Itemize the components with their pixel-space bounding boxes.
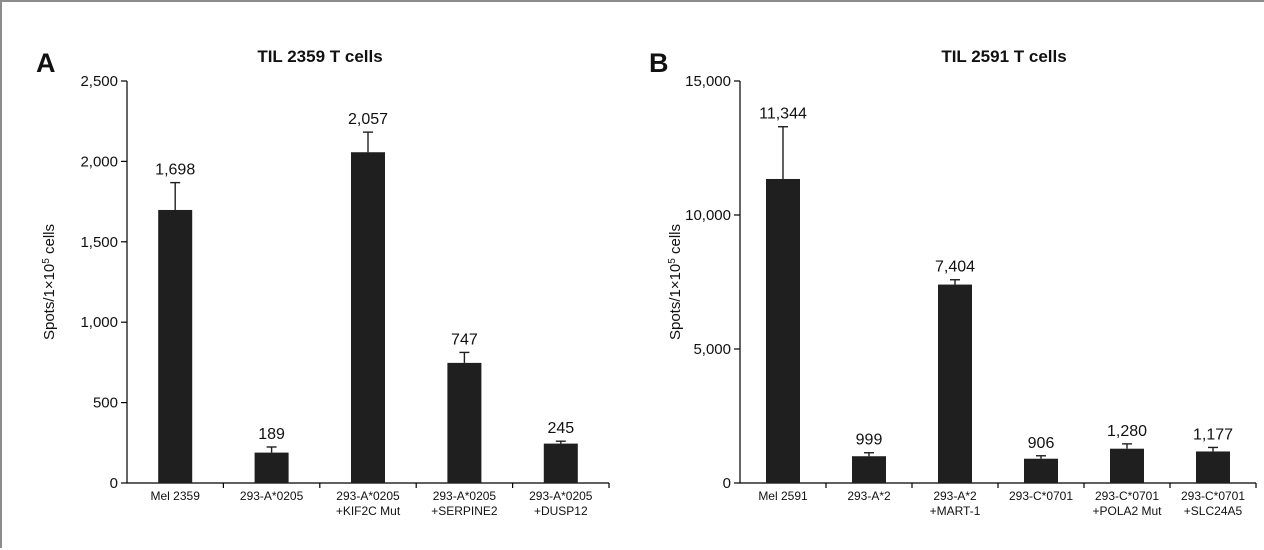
x-tick-label: 293-C*0701	[1009, 489, 1073, 503]
data-label: 1,177	[1193, 426, 1233, 443]
bar-group: 906 293-C*0701	[1009, 435, 1085, 503]
bar-group: 11,344 Mel 2591	[758, 106, 827, 503]
data-label: 1,280	[1107, 423, 1147, 440]
bar	[543, 443, 578, 483]
chart-title: TIL 2359 T cells	[257, 47, 382, 66]
y-tick-label: 0	[110, 475, 118, 492]
y-tick-label: 15,000	[685, 73, 731, 90]
chart-title: TIL 2591 T cells	[941, 47, 1066, 66]
bar-group: 1,698 Mel 2359	[151, 162, 224, 503]
y-tick-label: 0	[723, 475, 731, 492]
bar	[766, 178, 800, 483]
x-tick-label: +DUSP12	[534, 504, 588, 518]
x-tick-label: 293-C*0701	[1095, 489, 1159, 503]
x-tick-label: +MART-1	[930, 504, 981, 518]
y-tick-label: 10,000	[685, 207, 731, 224]
x-tick-label: 293-A*0205	[336, 489, 400, 503]
data-label: 1,698	[155, 162, 195, 179]
y-tick-label: 1,500	[80, 234, 118, 251]
bar	[938, 284, 972, 483]
panel-label: A	[36, 48, 56, 78]
y-tick-label: 500	[93, 395, 118, 412]
bar-group: 1,280 293-C*0701+POLA2 Mut	[1092, 423, 1171, 518]
bar-group: 189 293-A*0205	[240, 426, 321, 503]
x-tick-label: 293-A*0205	[433, 489, 497, 503]
y-tick-label: 1,000	[80, 314, 118, 331]
bar	[158, 209, 193, 483]
y-tick-label: 5,000	[693, 341, 731, 358]
bar	[254, 452, 289, 483]
data-label: 747	[451, 331, 478, 348]
y-tick-label: 2,500	[80, 73, 118, 90]
bar-group: 747 293-A*0205+SERPINE2	[431, 331, 514, 518]
x-tick-label: +KIF2C Mut	[336, 504, 401, 518]
chart-panel-A: A TIL 2359 T cells Spots/1×105 cells 0 500 1,…	[36, 47, 610, 518]
bar-group: 245 293-A*0205+DUSP12	[529, 420, 610, 518]
x-tick-label: Mel 2591	[758, 489, 808, 503]
x-tick-label: 293-C*0701	[1181, 489, 1245, 503]
chart-panel-B: B TIL 2591 T cells Spots/1×105 cells 0 5,000…	[649, 47, 1257, 518]
y-axis-label: Spots/1×105 cells	[667, 224, 685, 340]
y-tick-label: 2,000	[80, 153, 118, 170]
x-tick-label: +SERPINE2	[431, 504, 498, 518]
x-tick-label: 293-A*2	[847, 489, 891, 503]
data-label: 7,404	[935, 259, 975, 276]
x-tick-label: 293-A*2	[933, 489, 977, 503]
data-label: 189	[258, 426, 285, 443]
x-tick-label: 293-A*0205	[529, 489, 593, 503]
y-axis-label: Spots/1×105 cells	[41, 224, 59, 340]
x-tick-label: Mel 2359	[151, 489, 201, 503]
data-label: 906	[1028, 435, 1055, 452]
bar-group: 1,177 293-C*0701+SLC24A5	[1181, 426, 1257, 518]
bar-group: 999 293-A*2	[847, 432, 913, 503]
x-tick-label: 293-A*0205	[240, 489, 304, 503]
bar	[1024, 458, 1058, 483]
data-label: 11,344	[759, 106, 807, 123]
data-label: 2,057	[348, 111, 388, 128]
bar-group: 7,404 293-A*2+MART-1	[930, 259, 999, 518]
data-label: 245	[547, 420, 574, 437]
bar	[447, 362, 482, 483]
bar	[1196, 451, 1230, 483]
bar	[852, 456, 886, 483]
x-tick-label: +SLC24A5	[1184, 504, 1243, 518]
data-label: 999	[856, 432, 883, 449]
panel-label: B	[649, 48, 669, 78]
x-tick-label: +POLA2 Mut	[1092, 504, 1162, 518]
bar	[1110, 448, 1144, 483]
bar-group: 2,057 293-A*0205+KIF2C Mut	[336, 111, 417, 518]
bar	[351, 152, 385, 483]
